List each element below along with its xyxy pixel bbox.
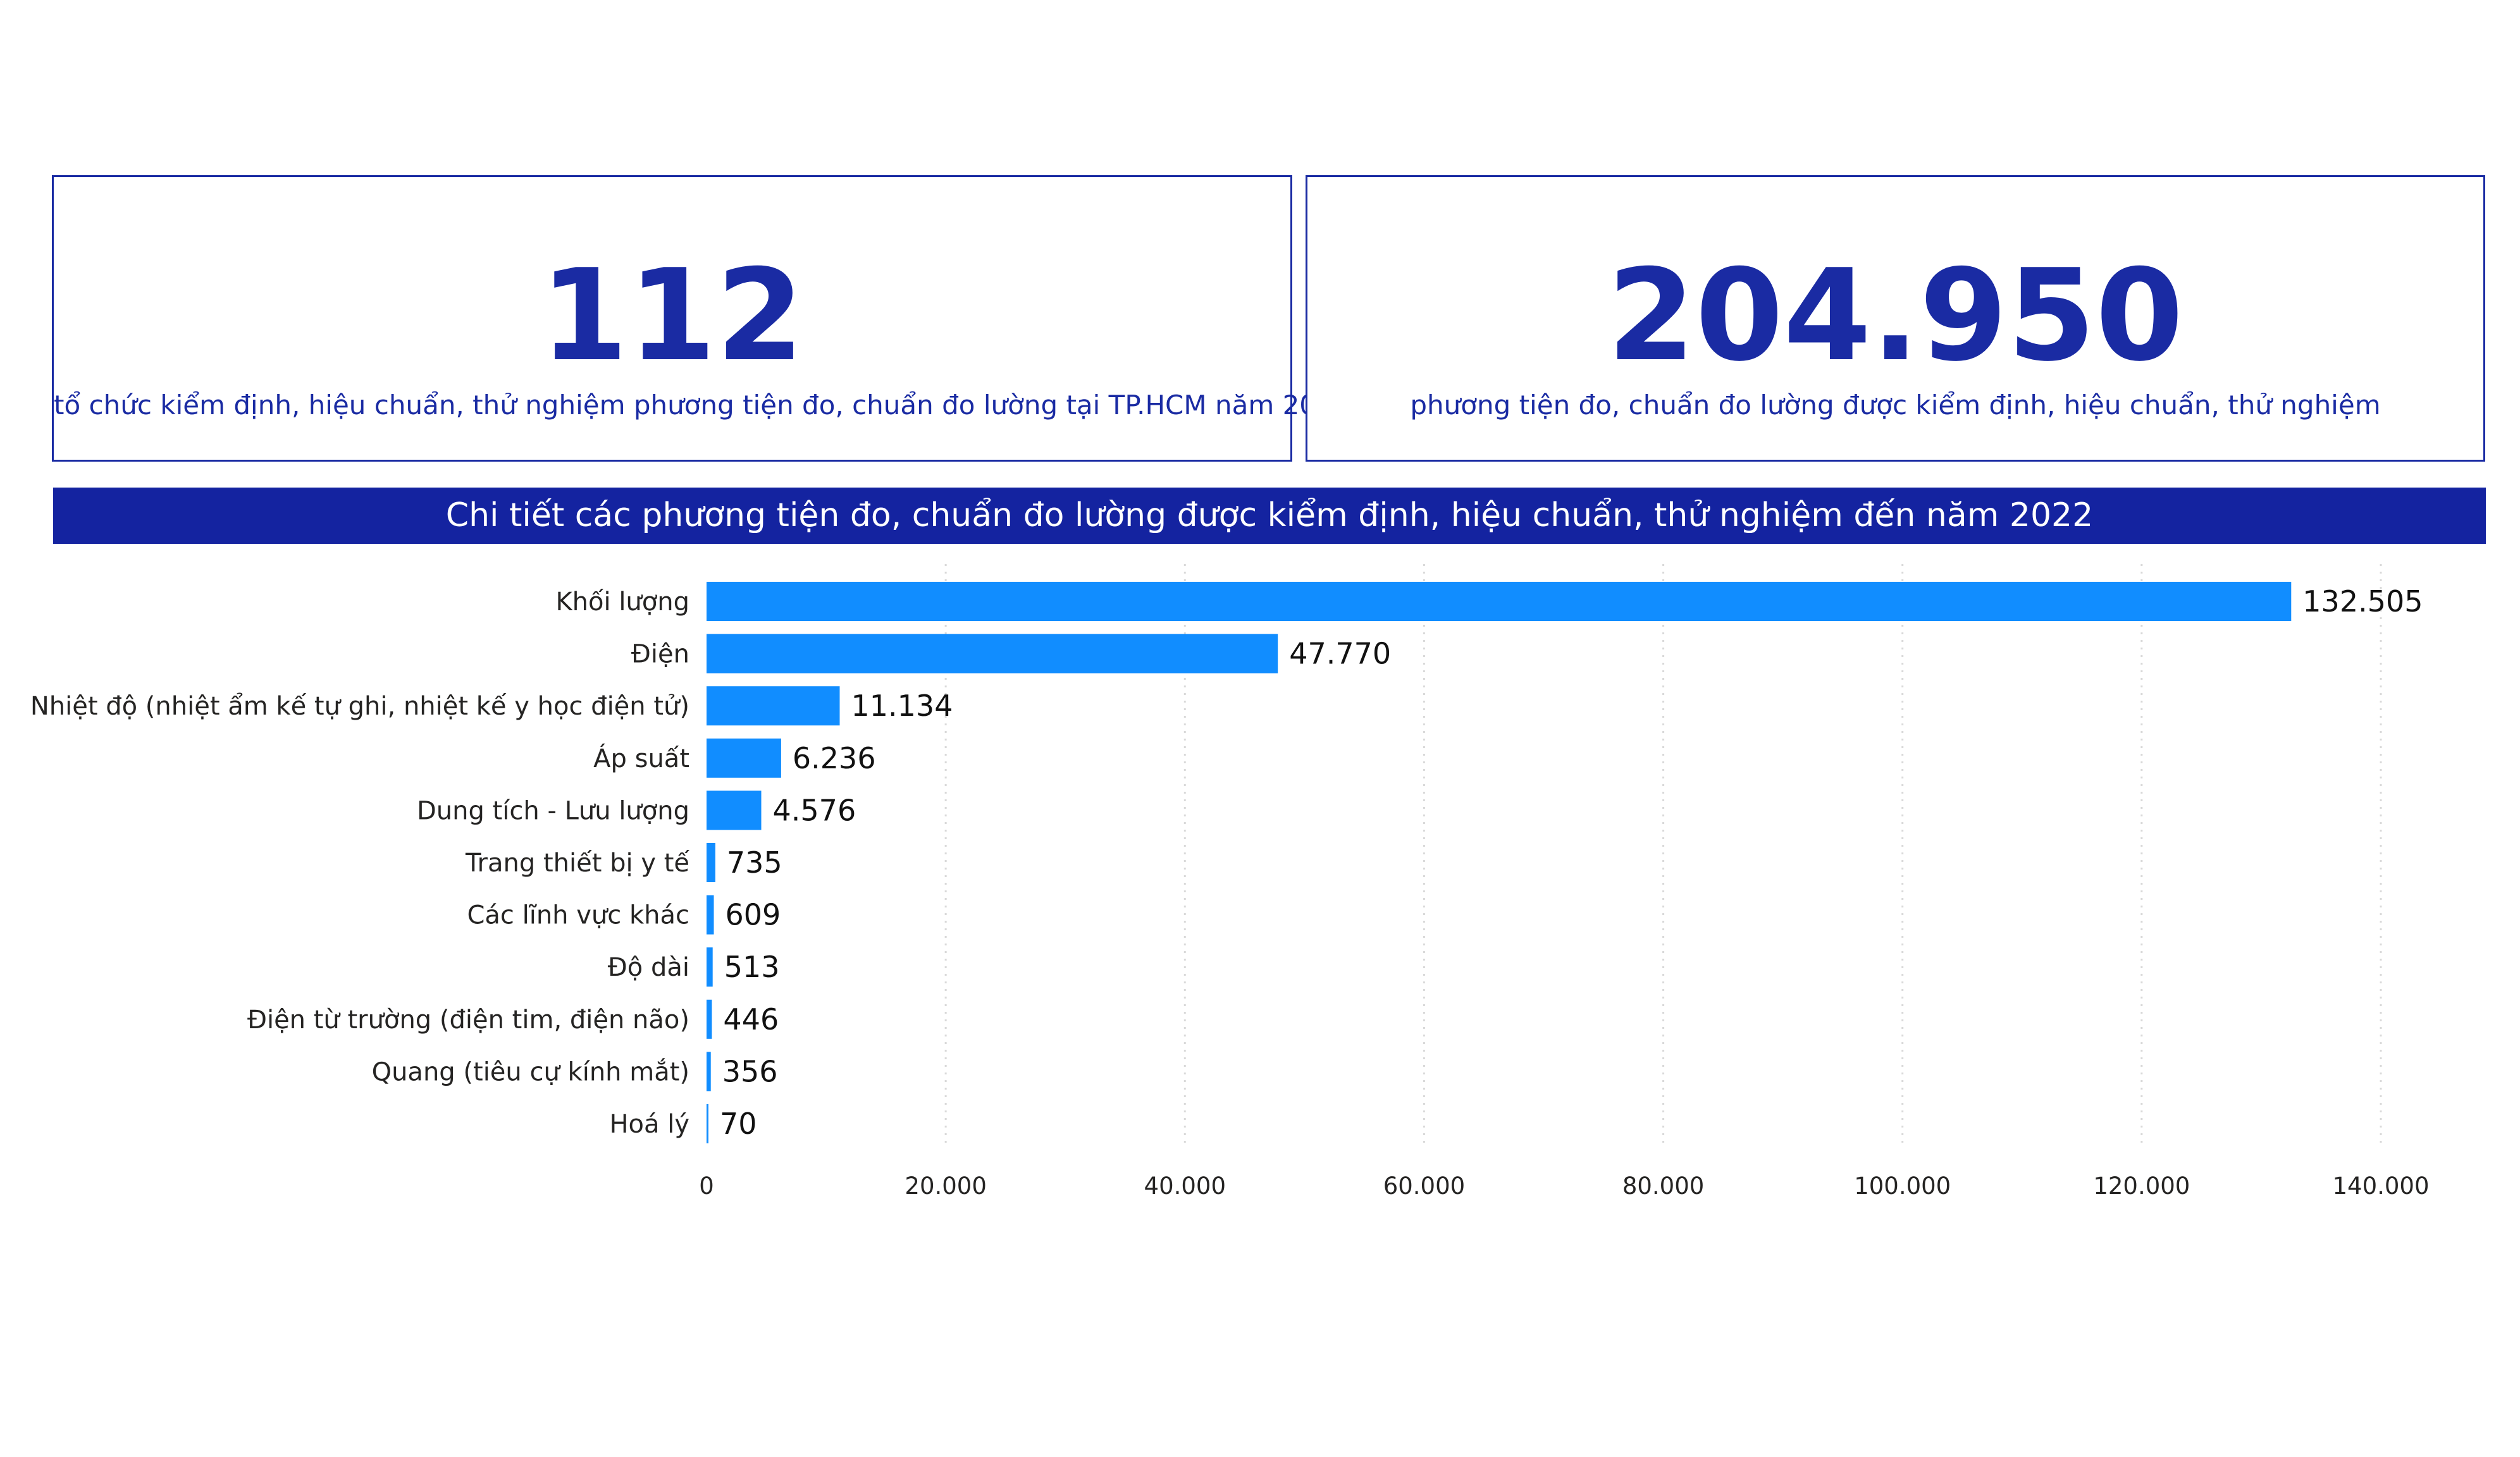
data-label: 132.505	[2302, 584, 2423, 618]
bar	[707, 1052, 711, 1091]
bar	[707, 686, 840, 726]
x-tick-label: 20.000	[905, 1172, 986, 1200]
category-label: Điện từ trường (điện tim, điện não)	[247, 1005, 689, 1035]
x-tick-label: 40.000	[1144, 1172, 1226, 1200]
bar	[707, 634, 1278, 673]
data-label: 446	[723, 1002, 779, 1036]
data-label: 4.576	[773, 793, 856, 827]
data-label: 11.134	[851, 689, 953, 723]
data-label: 735	[727, 845, 782, 880]
data-label: 6.236	[793, 741, 876, 775]
category-label: Trang thiết bị y tế	[465, 849, 689, 878]
bar	[707, 999, 712, 1039]
kpi-label-instruments: phương tiện đo, chuẩn đo lường được kiểm…	[1410, 390, 2381, 421]
bar	[707, 582, 2292, 621]
category-label: Độ dài	[608, 953, 689, 982]
category-label: Khối lượng	[555, 587, 689, 617]
bar	[707, 790, 762, 830]
x-tick-label: 120.000	[2093, 1172, 2190, 1200]
x-tick-label: 80.000	[1622, 1172, 1704, 1200]
x-tick-label: 0	[699, 1172, 714, 1200]
bar	[707, 895, 714, 935]
category-label: Các lĩnh vực khác	[467, 901, 689, 930]
category-label: Áp suất	[593, 743, 689, 773]
chart-title-banner: Chi tiết các phương tiện đo, chuẩn đo lư…	[53, 488, 2486, 544]
category-label: Điện	[631, 640, 689, 669]
bar	[707, 843, 715, 882]
category-label: Hoá lý	[609, 1110, 689, 1139]
data-label: 513	[724, 950, 780, 984]
kpi-label-organizations: tổ chức kiểm định, hiệu chuẩn, thử nghiệ…	[54, 390, 1350, 421]
data-label: 47.770	[1289, 637, 1391, 671]
data-label: 356	[722, 1054, 778, 1088]
kpi-card-organizations: 112 tổ chức kiểm định, hiệu chuẩn, thử n…	[52, 175, 1350, 462]
category-label: Quang (tiêu cự kính mắt)	[372, 1057, 689, 1086]
bar	[707, 947, 713, 987]
kpi-card-instruments: 204.950 phương tiện đo, chuẩn đo lường đ…	[1306, 175, 2485, 462]
category-label: Dung tích - Lưu lượng	[417, 796, 689, 825]
kpi-value-organizations: 112	[540, 242, 805, 390]
x-tick-label: 60.000	[1383, 1172, 1465, 1200]
x-tick-label: 140.000	[2332, 1172, 2429, 1200]
data-label: 609	[726, 898, 781, 932]
kpi-value-instruments: 204.950	[1607, 242, 2183, 390]
data-label: 70	[720, 1107, 757, 1141]
bar	[707, 738, 781, 778]
x-tick-label: 100.000	[1854, 1172, 1951, 1200]
bar	[707, 1104, 708, 1143]
category-label: Nhiệt độ (nhiệt ẩm kế tự ghi, nhiệt kế y…	[30, 692, 689, 721]
